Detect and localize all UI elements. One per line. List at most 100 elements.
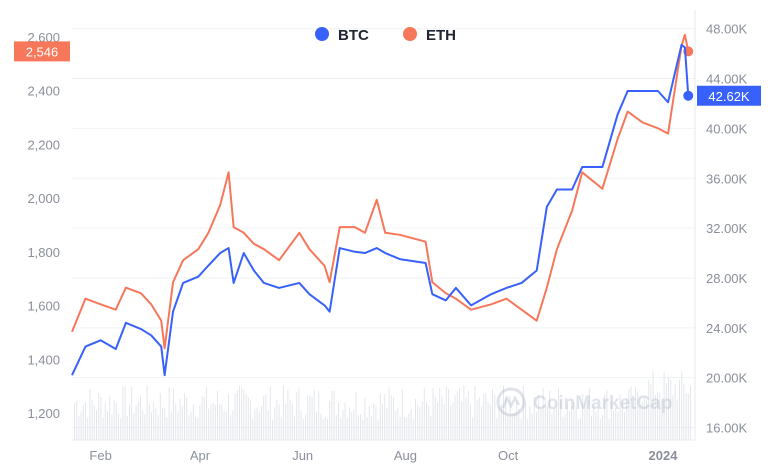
volume-bar: [346, 417, 348, 440]
volume-bar: [368, 405, 370, 440]
volume-bar: [549, 390, 551, 440]
volume-bar: [558, 388, 559, 440]
volume-bar: [276, 399, 278, 440]
legend-item-eth[interactable]: ETH: [403, 27, 456, 44]
volume-bar: [670, 380, 672, 440]
volume-bar: [494, 394, 496, 440]
volume-bar: [175, 403, 177, 440]
volume-bar: [360, 414, 361, 440]
volume-bar: [107, 411, 108, 440]
volume-bar: [137, 400, 139, 440]
volume-bar: [538, 394, 540, 440]
volume-bar: [456, 392, 458, 440]
volume-bar: [272, 419, 273, 440]
volume-bar: [135, 405, 137, 440]
volume-bar: [472, 417, 474, 440]
volume-bar: [421, 401, 423, 440]
volume-bar: [296, 392, 298, 440]
volume-bar: [353, 409, 355, 440]
volume-bar: [285, 404, 287, 440]
volume-bar: [269, 386, 271, 440]
volume-bar: [287, 389, 289, 440]
volume-bar: [503, 385, 504, 440]
volume-bar: [639, 405, 641, 440]
btc-current-marker: [683, 90, 694, 101]
volume-bar: [120, 418, 122, 440]
volume-bar: [91, 399, 93, 440]
volume-bar: [489, 404, 491, 440]
right-tick-label: 48.00K: [706, 22, 748, 37]
volume-bar: [586, 400, 588, 440]
volume-bar: [492, 389, 493, 440]
volume-bar: [505, 396, 507, 440]
eth-dot-icon: [403, 27, 417, 41]
volume-bar: [371, 416, 372, 440]
volume-bar: [122, 387, 124, 440]
volume-bar: [190, 412, 192, 440]
volume-bar: [626, 398, 628, 440]
volume-bar: [228, 393, 229, 440]
volume-bar: [239, 386, 240, 440]
volume-bar: [613, 410, 614, 440]
volume-bar: [474, 385, 476, 440]
volume-bar: [597, 406, 599, 440]
volume-bar: [595, 412, 597, 440]
volume-bar: [654, 395, 656, 440]
volume-bar: [481, 406, 482, 440]
volume-bar: [351, 411, 353, 440]
volume-bar: [575, 408, 577, 440]
volume-bar: [155, 408, 157, 440]
volume-bar: [514, 412, 515, 440]
legend: BTC ETH: [315, 27, 456, 44]
volume-bar: [573, 402, 575, 440]
volume-bar: [390, 394, 392, 440]
volume-bar: [610, 401, 612, 440]
volume-bar: [604, 394, 606, 440]
volume-bar: [241, 387, 243, 440]
volume-bar: [454, 395, 456, 440]
x-axis: Feb Apr Jun Aug Oct 2024: [89, 448, 678, 463]
volume-bar: [305, 414, 306, 440]
volume-bar: [280, 416, 282, 440]
volume-bar: [179, 398, 181, 440]
volume-bar: [632, 406, 634, 440]
volume-bar: [170, 411, 172, 440]
volume-bar: [384, 394, 386, 440]
volume-bar: [465, 397, 467, 440]
volume-bar: [250, 400, 251, 440]
volume-bar: [349, 407, 350, 440]
volume-bar: [690, 385, 691, 440]
volume-bar: [533, 396, 535, 440]
x-tick-label: Apr: [190, 448, 211, 463]
volume-bar: [648, 379, 650, 440]
volume-bar: [379, 393, 381, 440]
volume-bar: [522, 386, 524, 440]
volume-bar: [672, 395, 674, 440]
volume-bar: [520, 419, 522, 440]
volume-bar: [203, 397, 205, 440]
volume-bar: [113, 400, 115, 440]
volume-bar: [562, 417, 564, 440]
volume-bar: [540, 409, 542, 440]
volume-bar: [318, 390, 320, 440]
volume-bar: [412, 418, 414, 440]
volume-bar: [683, 383, 685, 440]
volume-bar: [100, 396, 102, 440]
volume-bar: [355, 392, 357, 440]
volume-bar: [582, 394, 584, 440]
volume-bar: [637, 391, 639, 440]
legend-item-btc[interactable]: BTC: [315, 27, 369, 44]
btc-line: [71, 43, 690, 377]
volume-bar: [263, 395, 265, 440]
volume-bar: [553, 407, 555, 440]
volume-bar: [434, 396, 436, 440]
volume-bar: [571, 405, 573, 440]
volume-bar: [399, 417, 401, 440]
volume-bar: [685, 393, 687, 440]
volume-bar: [313, 389, 315, 440]
volume-bar: [448, 388, 449, 440]
volume-bar: [406, 417, 408, 440]
volume-bar: [362, 419, 364, 440]
volume-bar: [212, 402, 214, 440]
